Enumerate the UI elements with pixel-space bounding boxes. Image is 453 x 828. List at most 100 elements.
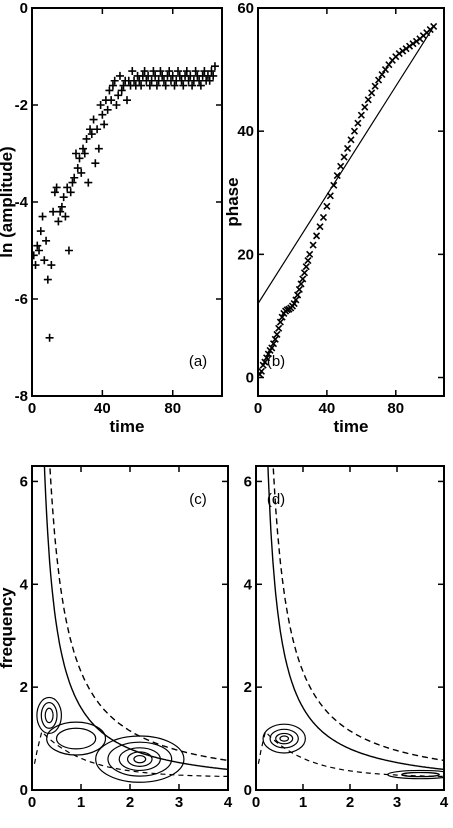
data-point <box>152 81 161 90</box>
axes-frame <box>31 7 223 397</box>
data-point <box>84 178 93 187</box>
data-point <box>70 173 79 182</box>
data-point <box>182 67 191 76</box>
data-point <box>209 71 218 80</box>
data-point <box>186 71 195 80</box>
data-point <box>188 81 197 90</box>
data-point <box>45 333 54 342</box>
data-point <box>75 154 84 163</box>
contour-line <box>401 771 440 778</box>
data-point <box>269 340 278 348</box>
data-point <box>98 110 107 119</box>
y-tick-label: -2 <box>15 97 28 114</box>
data-point <box>40 256 49 265</box>
data-point <box>299 275 307 283</box>
data-point <box>79 144 88 153</box>
x-tick-label: 3 <box>393 794 401 811</box>
y-tick-label: 60 <box>237 0 254 17</box>
panel-label: (a) <box>189 353 207 370</box>
y-tick-label: 20 <box>237 246 254 263</box>
data-point <box>68 178 77 187</box>
data-point <box>86 125 95 134</box>
x-tick-label: 0 <box>28 794 36 811</box>
data-point <box>115 71 124 80</box>
data-point <box>294 291 302 299</box>
data-point <box>147 76 156 85</box>
contour-line <box>36 696 63 735</box>
data-point <box>191 67 200 76</box>
data-point <box>128 67 137 76</box>
y-tick-label: -6 <box>15 291 28 308</box>
x-tick-label: 3 <box>175 794 183 811</box>
data-point <box>276 318 284 326</box>
y-tick-label: -8 <box>15 388 28 405</box>
y-axis-label: frequency <box>0 587 16 669</box>
data-point <box>59 193 68 202</box>
data-point <box>110 76 119 85</box>
data-point <box>309 241 317 249</box>
data-point <box>117 86 126 95</box>
x-tick-label: 80 <box>387 400 404 417</box>
data-point <box>312 232 321 240</box>
contour-line <box>279 735 290 742</box>
data-point <box>300 269 309 277</box>
data-point <box>378 70 386 79</box>
plot-area-c <box>33 466 228 783</box>
data-point <box>340 153 348 161</box>
data-point <box>177 76 186 85</box>
data-point <box>273 330 281 338</box>
x-tick-label: 2 <box>346 794 354 811</box>
plot-area-a <box>32 62 219 342</box>
data-point <box>161 81 170 90</box>
data-point <box>119 81 128 90</box>
data-point <box>87 130 96 139</box>
data-point <box>319 213 328 221</box>
y-tick-label: 0 <box>20 0 28 17</box>
data-point <box>73 164 82 173</box>
data-point <box>278 313 286 321</box>
panel-c: 0 1 2 3 4 0 2 4 6 frequency (c) <box>0 465 233 811</box>
data-point <box>297 280 305 288</box>
panel-label: (d) <box>267 491 285 508</box>
data-point <box>151 71 160 80</box>
contour-line <box>95 735 185 783</box>
x-tick-label: 1 <box>77 794 85 811</box>
data-point <box>430 22 438 31</box>
data-point <box>323 202 331 210</box>
data-point <box>96 101 105 109</box>
contour-line <box>40 701 58 729</box>
x-tick-label: 0 <box>252 794 260 811</box>
contour-line <box>133 754 147 764</box>
solid-curve <box>267 466 444 771</box>
data-point <box>100 120 109 129</box>
x-tick-label: 4 <box>440 794 449 811</box>
data-point <box>174 67 183 76</box>
y-tick-label: 0 <box>20 782 28 799</box>
x-tick-label: 80 <box>164 400 181 417</box>
panel-b: 0 40 80 0 20 40 60 time phase (b) <box>223 0 445 436</box>
data-point <box>64 246 73 255</box>
data-point <box>275 324 283 332</box>
panel-label: (c) <box>189 491 207 508</box>
lower-dashed-curve <box>33 730 228 777</box>
data-point <box>263 354 271 362</box>
x-tick-label: 40 <box>319 400 336 417</box>
data-point <box>361 103 369 111</box>
data-point <box>33 241 42 250</box>
solid-curve <box>43 466 228 771</box>
contour-line <box>387 769 444 780</box>
panel-label: (b) <box>267 353 285 370</box>
contour-line <box>275 732 294 745</box>
data-point <box>200 67 209 76</box>
data-point <box>371 82 379 90</box>
contour-line <box>46 721 107 756</box>
data-point <box>304 256 312 265</box>
plot-area-b <box>258 22 438 379</box>
data-point <box>354 119 362 127</box>
data-point <box>108 81 117 90</box>
x-axis-label: time <box>334 417 369 436</box>
data-point <box>170 81 179 90</box>
contour-line <box>107 741 173 777</box>
data-point <box>103 105 112 114</box>
